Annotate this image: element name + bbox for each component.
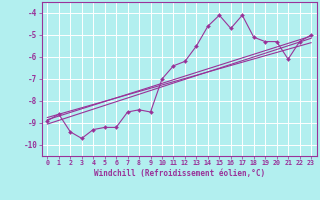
X-axis label: Windchill (Refroidissement éolien,°C): Windchill (Refroidissement éolien,°C)	[94, 169, 265, 178]
